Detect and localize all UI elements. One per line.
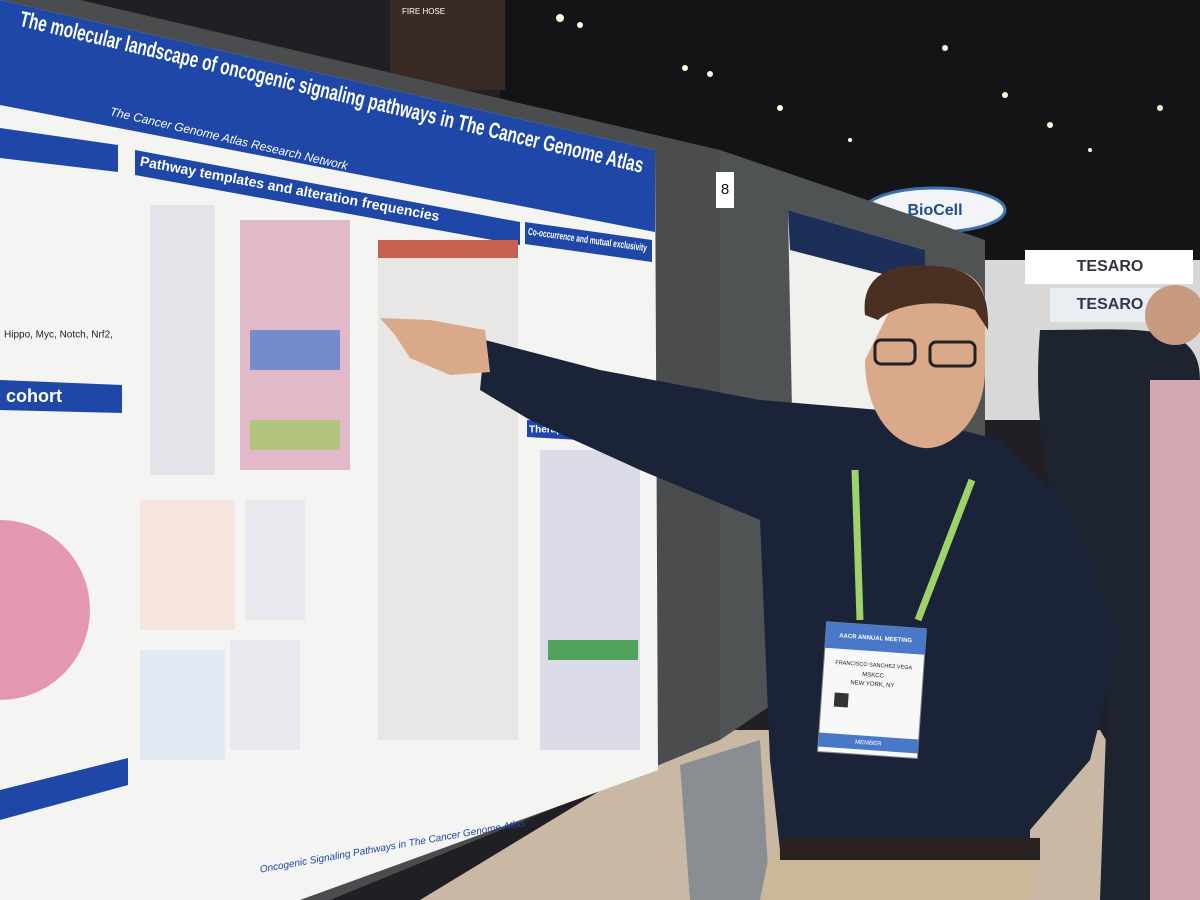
board-number: 8 (721, 181, 729, 198)
badge-footer (817, 732, 919, 754)
light (1002, 92, 1008, 98)
heatmap-band (250, 330, 340, 370)
light (707, 71, 713, 77)
glasses (873, 338, 917, 366)
shirt (480, 340, 1120, 850)
therapeutic-plot (540, 450, 640, 750)
sign-text: BioCell (907, 202, 962, 219)
light (1088, 148, 1092, 152)
pie-chart (0, 520, 90, 700)
heatmap-band (250, 420, 340, 450)
sign-text: TESARO (1077, 296, 1144, 313)
board-number-card (716, 172, 734, 208)
person-shirt (1150, 380, 1200, 900)
presenter (380, 265, 1120, 900)
section-header (135, 150, 520, 245)
light (556, 14, 564, 22)
badge-location: NEW YORK, NY (850, 680, 895, 689)
belt (780, 838, 1040, 860)
pathway-diagram (140, 500, 235, 630)
anatomy-figure (150, 205, 215, 475)
person-head (1145, 285, 1200, 345)
hair (864, 265, 989, 330)
pathway-diagram (230, 640, 300, 750)
light (1047, 122, 1053, 128)
light (1157, 105, 1163, 111)
pathway-diagram (140, 650, 225, 760)
badge-affiliation: MSKCC (862, 672, 885, 680)
face (865, 268, 985, 449)
light (682, 65, 688, 71)
lanyard (851, 469, 864, 621)
light (942, 45, 948, 51)
section-header (525, 222, 652, 262)
poster-text: Hippo, Myc, Notch, Nrf2, (4, 330, 113, 341)
sign-text: TESARO (1077, 258, 1144, 275)
pathway-diagram (245, 500, 305, 620)
light (777, 105, 783, 111)
light (848, 138, 852, 142)
section-title: cohort (6, 386, 62, 406)
badge-header (824, 621, 927, 655)
oncoprint-bars (378, 240, 518, 258)
ceiling-lights (556, 14, 1163, 152)
badge-qr (833, 692, 849, 708)
light (577, 22, 583, 28)
badge-name: FRANCISCO SANCHEZ VEGA (835, 660, 913, 671)
glasses (928, 340, 977, 368)
chair (680, 740, 770, 900)
section-header (0, 128, 118, 172)
trousers (760, 850, 1040, 900)
badge: AACR ANNUAL MEETING FRANCISCO SANCHEZ VE… (817, 621, 927, 760)
section-header (0, 380, 122, 413)
badge-event: AACR ANNUAL MEETING (839, 633, 913, 644)
poster-header (0, 0, 655, 232)
oncoprint (378, 240, 518, 740)
therapeutic-bars (548, 640, 638, 660)
neighbor-poster-header (788, 210, 925, 285)
section-header (0, 758, 128, 820)
badge-role: MEMBER (855, 740, 882, 748)
sign-text: FIRE HOSE (402, 7, 445, 16)
sign-board (1025, 250, 1193, 284)
hanging-banner (390, 0, 505, 90)
hand (380, 318, 490, 375)
lanyard (914, 478, 976, 622)
